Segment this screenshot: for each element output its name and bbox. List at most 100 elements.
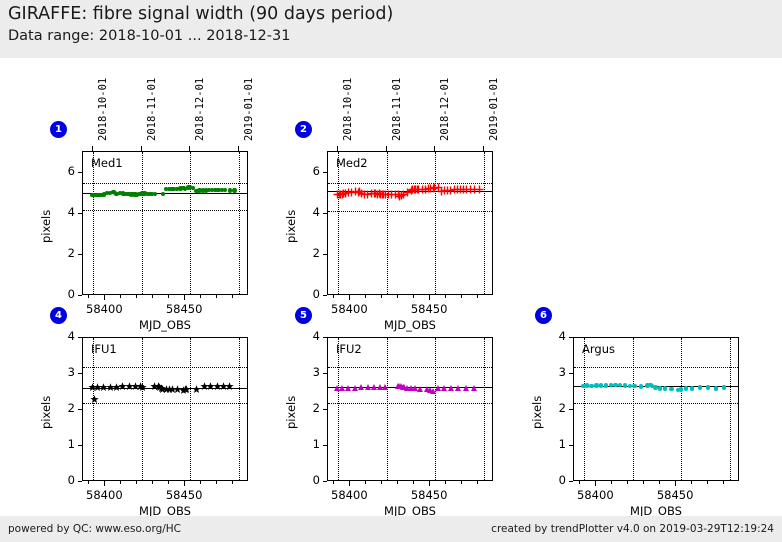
gridline-v-ifu2-3 — [484, 338, 486, 480]
gridline-v-med1-2 — [189, 152, 191, 294]
data-point — [657, 386, 663, 391]
data-point — [397, 191, 406, 200]
xtick-minor — [365, 295, 367, 298]
xtick-minor — [168, 481, 170, 484]
data-point — [212, 382, 222, 391]
top-date-label: 2018-12-01 — [438, 77, 451, 141]
page-subtitle: Data range: 2018-10-01 ... 2018-12-31 — [8, 28, 291, 44]
data-point — [99, 383, 108, 391]
data-point — [143, 191, 148, 196]
xtick-mark — [675, 481, 677, 486]
ytick-label: 6 — [312, 163, 320, 178]
xtick-mark — [184, 295, 186, 300]
xtick-minor — [136, 481, 138, 484]
limit-line-med1-1 — [83, 182, 247, 184]
data-point — [190, 185, 196, 191]
xtick-minor — [333, 481, 335, 484]
data-point — [377, 383, 384, 390]
data-point — [650, 383, 655, 389]
data-point — [382, 384, 389, 391]
ytick-mark — [323, 481, 327, 482]
data-point — [107, 190, 113, 195]
top-date-label: 2018-10-01 — [96, 77, 109, 141]
ytick-label: 3 — [312, 365, 320, 379]
data-point — [653, 385, 658, 390]
data-point — [423, 386, 430, 393]
ytick-mark — [323, 253, 327, 255]
gridline-v-ifu2-1 — [387, 338, 389, 480]
data-point — [441, 384, 448, 391]
gridline-v-ifu1-3 — [239, 338, 241, 480]
xtick-minor — [365, 481, 367, 484]
data-point — [669, 386, 674, 392]
xtick-minor — [120, 481, 122, 484]
top-tick-mark — [336, 146, 338, 151]
ytick-label: 0 — [67, 473, 75, 487]
xtick-label: 58450 — [410, 302, 448, 316]
xtick-minor — [216, 481, 218, 484]
xaxis-label-ifu2: MJD_OBS — [384, 504, 436, 518]
gridline-v-med2-3 — [484, 152, 486, 294]
plot-frame-ifu1: IFU1 — [82, 337, 248, 481]
gridline-v-med2-0 — [337, 152, 339, 294]
xtick-minor — [397, 481, 399, 484]
top-date-label: 2018-11-01 — [146, 77, 159, 141]
ytick-label: 4 — [312, 329, 320, 343]
data-point — [401, 384, 408, 391]
limit-line-ifu1-0 — [83, 402, 247, 404]
xtick-minor — [413, 481, 415, 484]
page-title: GIRAFFE: fibre signal width (90 days per… — [8, 4, 394, 24]
data-point — [117, 190, 122, 196]
xtick-minor — [579, 481, 581, 484]
data-point — [351, 384, 358, 391]
ytick-mark — [323, 295, 327, 296]
xtick-mark — [104, 481, 106, 486]
ytick-label: 1 — [558, 437, 566, 451]
xtick-label: 58450 — [165, 488, 203, 502]
data-point — [608, 382, 613, 388]
data-point — [475, 185, 484, 194]
data-point — [705, 385, 711, 390]
data-point — [434, 385, 441, 392]
data-point — [678, 387, 684, 392]
xtick-minor — [88, 481, 90, 484]
top-tick-mark — [386, 146, 388, 151]
xtick-minor — [413, 295, 415, 298]
data-point — [683, 386, 688, 391]
limit-line-med1-0 — [83, 209, 247, 211]
ytick-mark — [569, 409, 573, 410]
top-tick-mark — [433, 146, 435, 151]
data-point — [131, 382, 140, 391]
data-point — [114, 191, 119, 196]
data-point — [370, 383, 377, 390]
ytick-label: 0 — [558, 473, 566, 487]
data-point — [399, 190, 408, 199]
data-point — [645, 383, 650, 388]
limit-line-med2-0 — [328, 210, 492, 212]
data-point — [404, 385, 411, 392]
xtick-minor — [627, 481, 629, 484]
xtick-minor — [445, 481, 447, 484]
top-date-label: 2019-01-01 — [243, 77, 256, 141]
ytick-mark — [78, 212, 82, 214]
panel-badge-4: 4 — [50, 307, 67, 324]
xtick-minor — [381, 295, 383, 298]
limit-line-argus-1 — [574, 366, 738, 368]
top-date-label: 2018-12-01 — [193, 77, 206, 141]
data-point — [632, 384, 637, 389]
xtick-minor — [168, 295, 170, 298]
panel-badge-6: 6 — [535, 307, 552, 324]
data-point — [594, 383, 599, 388]
ytick-label: 2 — [312, 245, 320, 260]
data-point — [200, 188, 205, 193]
ytick-label: 0 — [312, 473, 320, 487]
footer-band — [0, 516, 782, 542]
data-point — [146, 191, 151, 196]
ytick-mark — [323, 212, 327, 214]
xtick-mark — [349, 295, 351, 300]
ytick-mark — [78, 481, 82, 482]
data-point — [581, 383, 586, 389]
data-point — [355, 187, 364, 196]
yaxis-label-ifu2: pixels — [284, 395, 298, 429]
